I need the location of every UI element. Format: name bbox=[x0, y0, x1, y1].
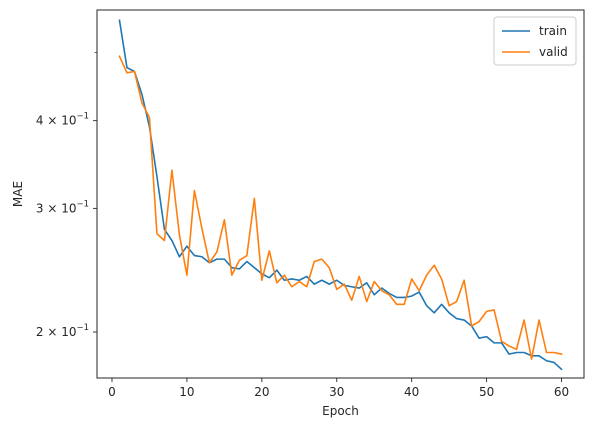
x-tick-label: 20 bbox=[254, 385, 269, 399]
x-axis-label: Epoch bbox=[322, 404, 359, 418]
y-tick-label: 2 × 10−1 bbox=[36, 323, 89, 339]
y-tick-label: 4 × 10−1 bbox=[36, 112, 89, 128]
y-axis-label: MAE bbox=[11, 181, 25, 207]
x-tick-label: 10 bbox=[179, 385, 194, 399]
y-axis-ticks: 2 × 10−1 3 × 10−1 4 × 10−1 bbox=[36, 52, 97, 339]
x-tick-label: 50 bbox=[479, 385, 494, 399]
plot-area bbox=[118, 19, 563, 371]
series-line-train bbox=[118, 19, 563, 371]
legend-box bbox=[493, 16, 577, 66]
legend-label-valid: valid bbox=[539, 45, 568, 59]
axes-frame bbox=[96, 9, 585, 379]
series-line-valid bbox=[118, 55, 563, 360]
y-tick-label: 3 × 10−1 bbox=[36, 199, 89, 215]
x-tick-label: 60 bbox=[554, 385, 569, 399]
x-tick-label: 30 bbox=[329, 385, 344, 399]
legend-label-train: train bbox=[539, 24, 567, 38]
legend: train valid bbox=[493, 16, 577, 66]
x-axis-ticks: 0 10 20 30 40 50 60 bbox=[108, 378, 569, 399]
x-tick-label: 40 bbox=[404, 385, 419, 399]
x-tick-label: 0 bbox=[108, 385, 116, 399]
